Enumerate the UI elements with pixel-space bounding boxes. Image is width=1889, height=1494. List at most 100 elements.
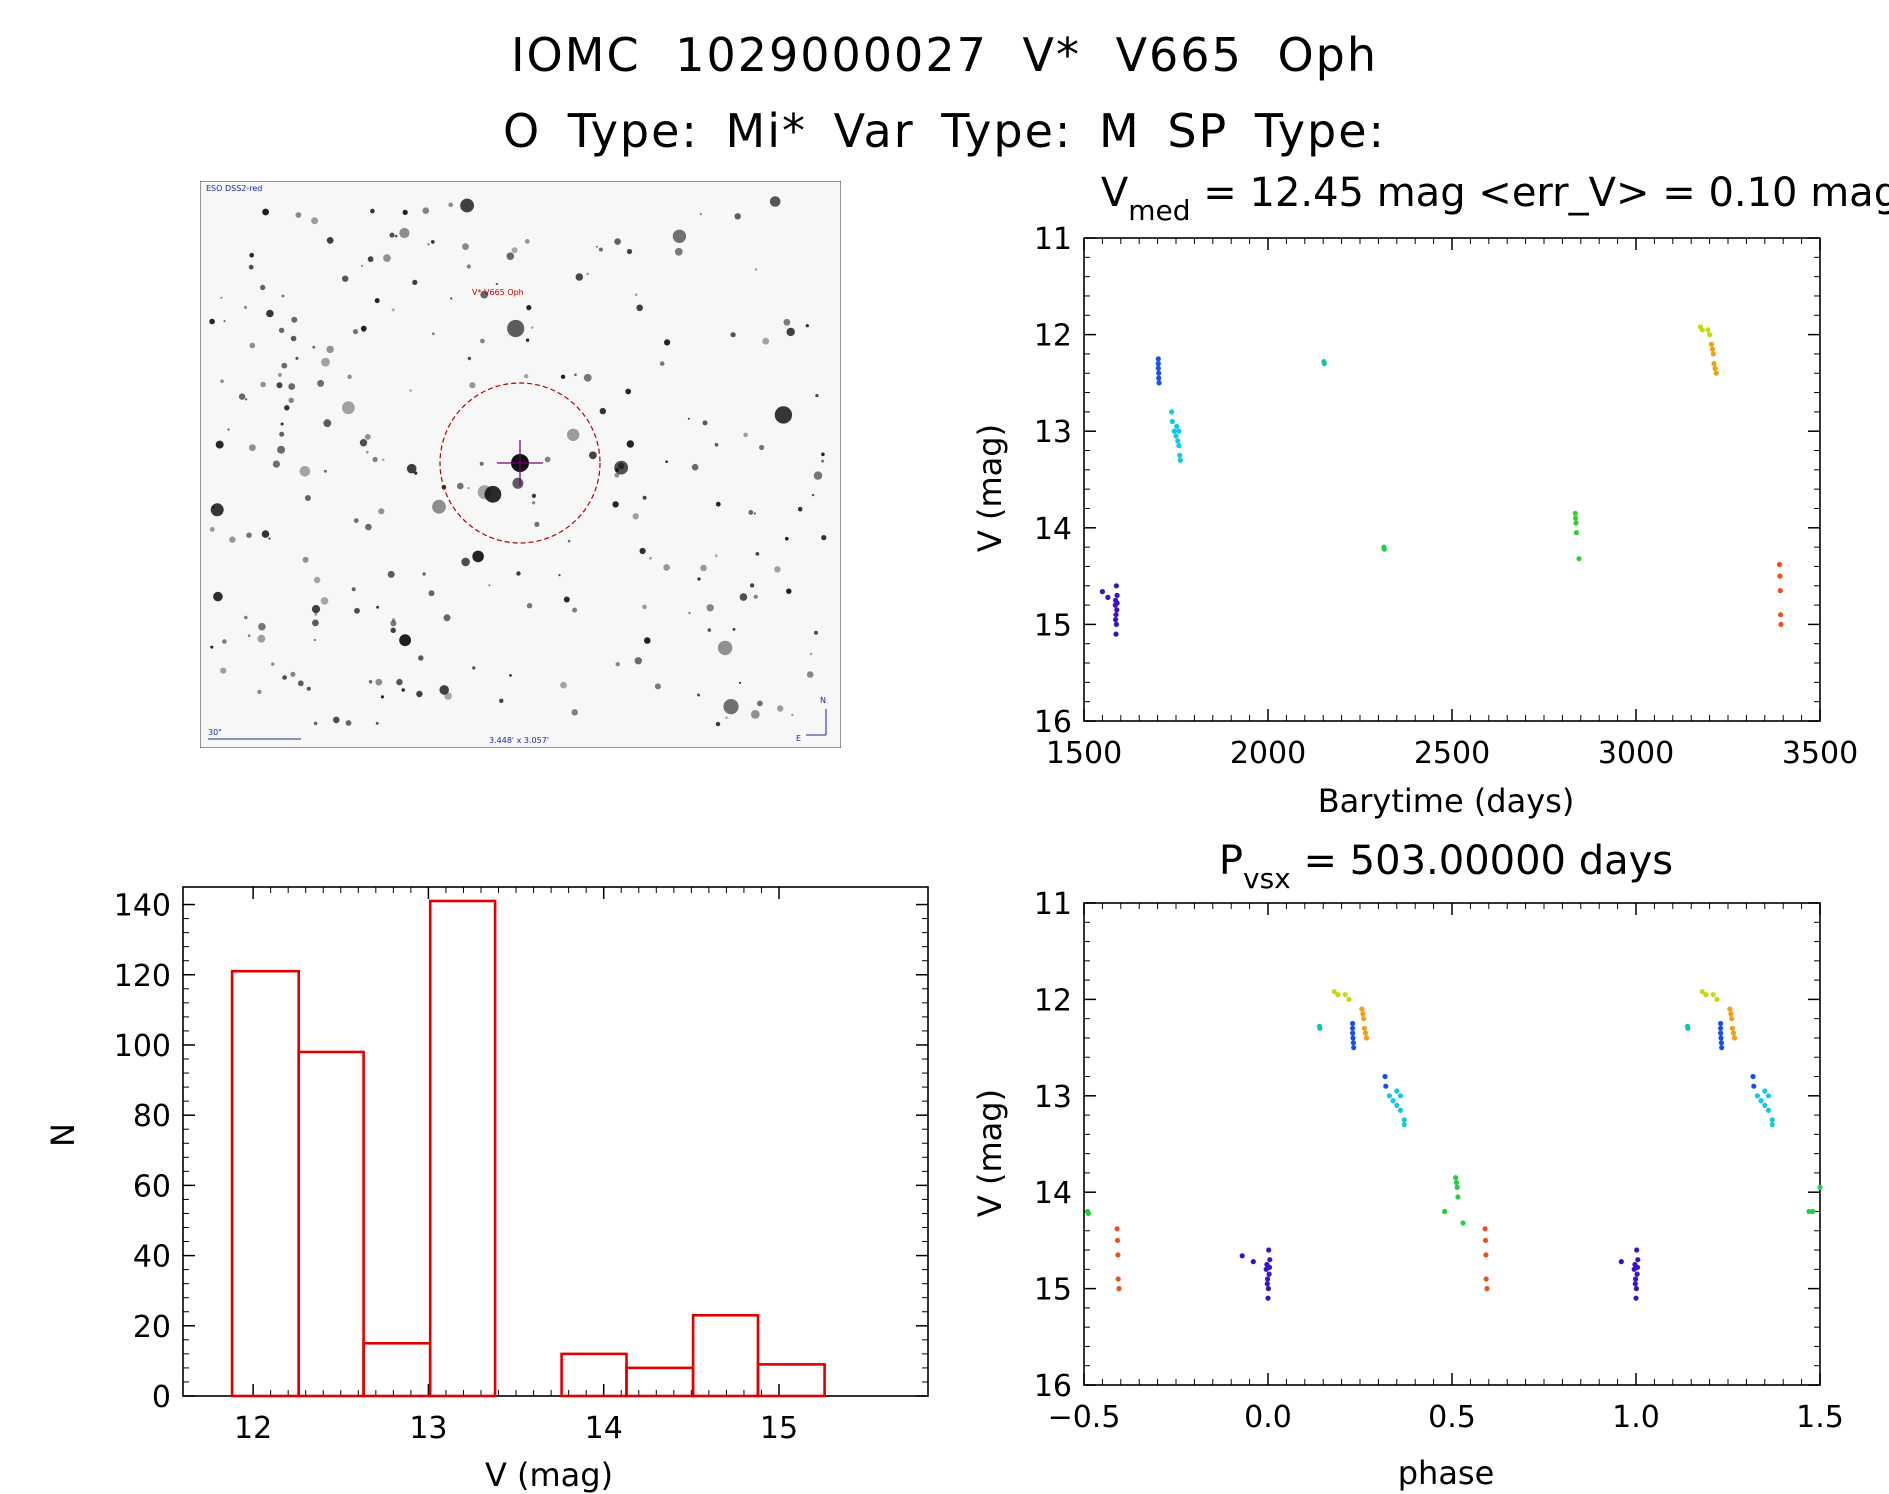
light-curve-point bbox=[1155, 365, 1161, 371]
star bbox=[639, 547, 646, 555]
phased-curve-ylabel: V (mag) bbox=[971, 1089, 1009, 1217]
star bbox=[811, 493, 815, 497]
star bbox=[730, 332, 736, 338]
star bbox=[563, 596, 570, 603]
phased-curve-title-rest: = 503.00000 days bbox=[1291, 838, 1673, 884]
phased-curve-point bbox=[1634, 1247, 1640, 1253]
star bbox=[291, 316, 298, 323]
phased-curve-point bbox=[1703, 992, 1709, 998]
star bbox=[774, 566, 781, 573]
star bbox=[697, 693, 701, 697]
star bbox=[213, 591, 223, 602]
star bbox=[743, 432, 748, 438]
star bbox=[249, 444, 256, 452]
star bbox=[402, 209, 408, 215]
star bbox=[342, 401, 355, 415]
light-curve-point bbox=[1174, 423, 1180, 429]
star bbox=[268, 537, 271, 540]
star bbox=[390, 620, 397, 627]
light-curve-point bbox=[1777, 573, 1783, 579]
light-curve-xtick-label: 3000 bbox=[1598, 736, 1674, 771]
phased-curve-point bbox=[1114, 1226, 1120, 1232]
star bbox=[257, 634, 266, 643]
star bbox=[598, 247, 603, 252]
phased-curve-point bbox=[1266, 1264, 1273, 1270]
star bbox=[659, 361, 665, 366]
light-curve-title: Vmed = 12.45 mag <err_V> = 0.10 mag bbox=[1101, 170, 1889, 227]
star bbox=[281, 362, 288, 369]
star bbox=[750, 710, 760, 719]
star bbox=[636, 304, 643, 312]
star bbox=[323, 469, 327, 473]
phased-curve-point bbox=[1454, 1184, 1460, 1190]
star bbox=[352, 329, 359, 335]
star bbox=[469, 382, 476, 389]
phased-curve-point bbox=[1386, 1093, 1392, 1099]
phased-curve-point bbox=[1382, 1073, 1388, 1080]
star bbox=[614, 472, 620, 478]
phased-curve-point bbox=[1685, 1025, 1691, 1031]
figure-title-line2: O Type: Mi* Var Type: M SP Type: bbox=[502, 104, 1387, 158]
star bbox=[313, 639, 316, 641]
phased-curve-point bbox=[1453, 1180, 1459, 1186]
light-curve-point bbox=[1113, 583, 1119, 589]
star bbox=[467, 356, 472, 361]
light-curve-point bbox=[1113, 612, 1119, 618]
phased-curve-point bbox=[1317, 1025, 1323, 1031]
star bbox=[422, 572, 426, 576]
phased-curve-point bbox=[1632, 1281, 1638, 1287]
star bbox=[320, 597, 329, 605]
star bbox=[715, 721, 721, 727]
star bbox=[699, 213, 702, 215]
star bbox=[380, 695, 384, 699]
star bbox=[313, 721, 318, 726]
star bbox=[375, 678, 383, 686]
star bbox=[558, 574, 561, 577]
light-curve-ytick-label: 16 bbox=[1034, 705, 1072, 740]
east-label: E bbox=[796, 734, 801, 743]
light-curve-title-sub: med bbox=[1128, 194, 1190, 227]
star bbox=[813, 471, 823, 480]
phased-curve-point bbox=[1633, 1295, 1639, 1301]
star bbox=[632, 513, 639, 520]
star bbox=[531, 501, 536, 505]
phased-curve-point bbox=[1618, 1259, 1624, 1265]
star bbox=[516, 571, 521, 576]
star bbox=[311, 605, 321, 614]
star bbox=[351, 587, 356, 592]
light-curve-point bbox=[1711, 361, 1717, 367]
light-curve-point bbox=[1171, 428, 1177, 434]
star bbox=[248, 264, 254, 270]
star bbox=[715, 501, 721, 507]
light-curve-point bbox=[1707, 332, 1713, 338]
star bbox=[399, 227, 410, 239]
phased-curve-point bbox=[1718, 1020, 1724, 1027]
light-curve-ylabel: V (mag) bbox=[971, 424, 1009, 552]
star bbox=[626, 248, 633, 255]
phased-curve-point bbox=[1361, 1016, 1367, 1022]
star bbox=[472, 550, 484, 563]
star bbox=[567, 539, 571, 543]
star bbox=[530, 326, 534, 329]
star bbox=[342, 275, 349, 282]
histogram-ytick-label: 100 bbox=[114, 1029, 171, 1064]
phased-curve-point bbox=[1699, 989, 1705, 995]
star bbox=[290, 335, 297, 342]
star bbox=[260, 284, 266, 291]
histogram-ytick-label: 0 bbox=[152, 1380, 171, 1415]
star bbox=[472, 666, 476, 670]
star bbox=[664, 339, 671, 346]
star bbox=[210, 645, 214, 649]
histogram-bar bbox=[230, 969, 301, 1398]
phased-curve-point bbox=[1762, 1102, 1768, 1108]
star bbox=[317, 379, 325, 387]
star bbox=[687, 417, 690, 420]
light-curve-point bbox=[1175, 438, 1181, 444]
light-curve-point bbox=[1381, 546, 1387, 552]
light-curve-point bbox=[1709, 346, 1716, 352]
light-curve-point bbox=[1156, 375, 1162, 381]
light-curve-point bbox=[1176, 428, 1182, 434]
histogram-ytick-label: 60 bbox=[133, 1169, 171, 1204]
star bbox=[583, 373, 592, 382]
star bbox=[739, 593, 748, 601]
